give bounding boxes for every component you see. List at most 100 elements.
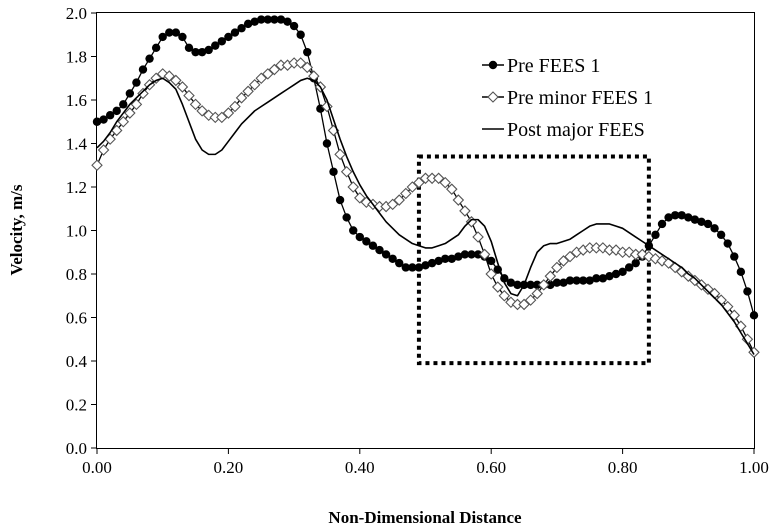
pre-fees-1-point: [697, 217, 706, 226]
pre-fees-1-point: [624, 263, 634, 272]
legend-label: Post major FEES: [507, 119, 645, 141]
pre-minor-fees-1-point: [347, 181, 360, 193]
pre-fees-1-point: [618, 267, 627, 277]
pre-fees-1-point: [690, 215, 700, 224]
pre-fees-1-point: [631, 258, 640, 268]
pre-minor-fees-1-point: [262, 68, 274, 80]
pre-fees-1-point: [368, 241, 378, 250]
pre-minor-fees-1-point: [485, 268, 497, 280]
pre-fees-1-point: [322, 139, 332, 148]
pre-fees-1-point: [105, 111, 115, 120]
pre-fees-1-point: [651, 230, 660, 240]
pre-minor-fees-1-point: [544, 270, 557, 282]
y-tick-label: 0.4: [66, 352, 88, 371]
pre-fees-1-line: [96, 18, 755, 316]
pre-minor-fees-1-point: [150, 72, 162, 85]
pre-minor-fees-1-point: [137, 87, 149, 100]
pre-fees-1-point: [303, 47, 312, 57]
pre-fees-1-point: [467, 250, 476, 259]
y-axis: 0.0 0.2 0.4 0.6 0.8 1.0 1.2 1.4 1.6 1.8 2.0: [66, 4, 97, 458]
pre-fees-1-point: [335, 195, 345, 205]
y-tick-label: 1.2: [66, 178, 87, 197]
pre-fees-1-point: [434, 256, 443, 266]
pre-minor-fees-1-point: [163, 70, 176, 82]
pre-minor-fees-1-point: [91, 159, 103, 172]
pre-fees-1-point: [204, 45, 213, 55]
post-major-fees-line: [96, 77, 755, 355]
pre-fees-1-point: [487, 256, 496, 266]
pre-minor-fees-1-point: [354, 192, 366, 204]
pre-fees-1-point: [578, 276, 588, 285]
legend-label: Pre minor FEES 1: [507, 87, 653, 109]
pre-fees-1-point: [296, 30, 305, 39]
pre-fees-1-point: [138, 65, 148, 74]
pre-minor-fees-1-point: [564, 250, 576, 263]
pre-minor-fees-1-point: [235, 92, 248, 104]
pre-fees-1-point: [151, 43, 161, 52]
pre-fees-1-point: [329, 167, 338, 176]
pre-fees-1-point: [710, 224, 719, 233]
pre-minor-fees-1-point: [439, 176, 451, 189]
pre-minor-fees-1-point: [393, 194, 405, 206]
pre-fees-1-point: [197, 47, 207, 57]
pre-fees-1-point: [145, 54, 154, 63]
pre-minor-fees-1-point: [248, 78, 261, 91]
pre-fees-1-point: [657, 219, 667, 229]
pre-minor-fees-1-point: [557, 255, 570, 267]
pre-minor-fees-1-point: [400, 187, 412, 200]
pre-minor-fees-1-point: [222, 107, 235, 119]
pre-minor-fees-1-point: [478, 248, 491, 261]
pre-minor-fees-1-point: [406, 181, 419, 193]
pre-minor-fees-1-point: [551, 261, 563, 274]
pre-fees-1-point: [749, 311, 759, 320]
pre-fees-1-point: [263, 15, 273, 24]
legend-marker: [488, 60, 498, 70]
x-tick-label: 0.20: [214, 458, 244, 477]
pre-minor-fees-1-point: [170, 74, 182, 87]
pre-minor-fees-1-point: [301, 61, 314, 74]
pre-fees-1-point: [178, 32, 187, 42]
pre-minor-fees-1-point: [531, 287, 543, 300]
y-tick-label: 1.0: [66, 222, 87, 241]
pre-fees-1-point: [414, 263, 424, 272]
pre-fees-1-point: [355, 232, 364, 242]
pre-fees-1-point: [684, 213, 693, 222]
pre-fees-1-point: [158, 32, 167, 42]
legend-label: Pre FEES 1: [507, 55, 600, 77]
pre-fees-1-point: [99, 115, 108, 124]
pre-minor-fees-1-point: [524, 294, 537, 306]
pre-minor-fees-1-point: [183, 89, 195, 102]
y-tick-label: 0.2: [66, 396, 87, 415]
pre-fees-1-point: [670, 211, 680, 220]
pre-minor-fees-1-point: [334, 148, 346, 161]
pre-minor-fees-1-point: [216, 111, 228, 124]
pre-fees-1-point: [559, 278, 568, 287]
pre-fees-1-point: [598, 274, 608, 283]
pre-fees-1-point: [270, 15, 279, 24]
pre-fees-1-point: [526, 280, 535, 290]
pre-fees-1-point: [532, 280, 542, 290]
pre-minor-fees-1-point: [255, 72, 268, 85]
pre-fees-1-point: [125, 89, 135, 98]
pre-fees-1-point: [375, 245, 384, 255]
pre-minor-fees-1-point: [498, 289, 511, 302]
pre-fees-1-point: [427, 258, 437, 268]
pre-minor-fees-1-point: [340, 165, 353, 178]
pre-fees-1-point: [132, 78, 141, 87]
x-tick-label: 0.60: [476, 458, 506, 477]
pre-fees-1-point: [460, 250, 470, 259]
pre-fees-1-point: [401, 263, 410, 272]
y-tick-label: 0.8: [66, 265, 87, 284]
y-tick-label: 1.6: [66, 91, 87, 110]
pre-minor-fees-1-point: [491, 281, 504, 293]
pre-fees-1-point: [441, 254, 450, 263]
pre-fees-1-point: [703, 219, 713, 229]
pre-minor-fees-1-point: [537, 279, 550, 291]
x-tick-label: 0.00: [82, 458, 112, 477]
pre-minor-fees-1-point: [229, 100, 241, 113]
pre-minor-fees-1-point: [176, 81, 189, 93]
pre-minor-fees-1-point: [682, 270, 695, 282]
pre-fees-1-point: [552, 278, 562, 287]
pre-fees-1-point: [592, 274, 601, 283]
